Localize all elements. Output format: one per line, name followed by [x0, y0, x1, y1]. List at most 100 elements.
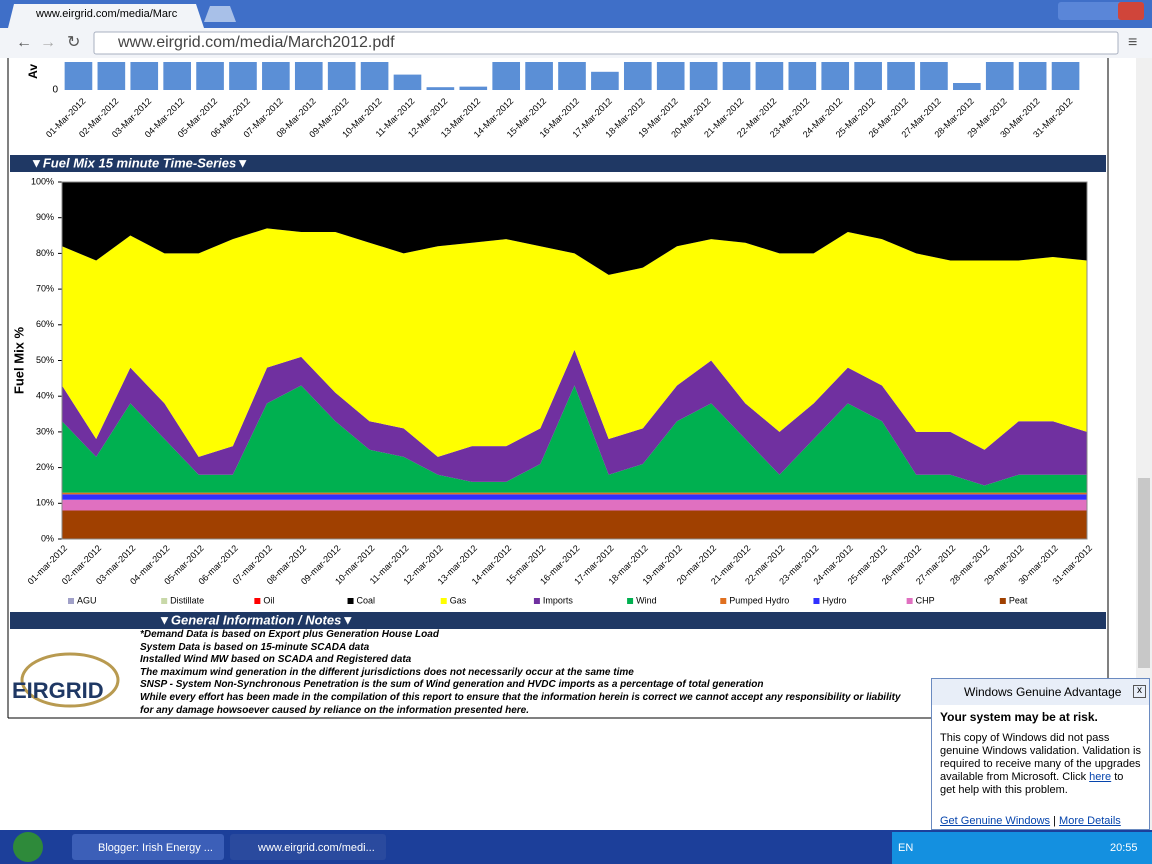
legend-label: Distillate	[170, 595, 204, 605]
menu-button[interactable]: ≡	[1128, 34, 1137, 51]
note-line: SNSP - System Non-Synchronous Penetratio…	[140, 679, 764, 691]
bar	[722, 62, 751, 90]
area	[62, 510, 1087, 539]
area	[62, 385, 1087, 493]
bar	[985, 62, 1014, 90]
note-line: System Data is based on 15-minute SCADA …	[140, 641, 370, 653]
y-axis-label: Fuel Mix %	[11, 326, 26, 394]
legend-label: Peat	[1009, 595, 1028, 605]
legend-swatch	[627, 598, 634, 604]
y-tick-label: 40%	[36, 391, 54, 401]
section-band	[10, 612, 1106, 629]
area	[62, 494, 1087, 500]
legend-label: AGU	[77, 595, 97, 605]
y-tick-label: 70%	[36, 283, 54, 293]
bar	[294, 62, 323, 90]
section-title: ▼General Information / Notes▼	[158, 612, 354, 627]
popup-link[interactable]: Get Genuine Windows	[940, 815, 1051, 827]
bar	[953, 83, 981, 90]
bar	[525, 62, 553, 90]
note-line: Installed Wind MW based on SCADA and Reg…	[140, 654, 412, 666]
task-label: Blogger: Irish Energy ...	[98, 842, 213, 854]
bar	[426, 87, 455, 90]
bar	[558, 62, 586, 90]
legend-swatch	[347, 598, 354, 604]
task-button[interactable]	[72, 834, 224, 860]
section-band	[10, 155, 1106, 172]
y-tick-label: 0%	[41, 533, 54, 543]
tab-title: www.eirgrid.com/media/Marc	[35, 8, 178, 20]
bar	[1051, 62, 1080, 90]
legend-swatch	[68, 598, 74, 604]
area	[62, 492, 1087, 495]
bar	[459, 86, 488, 90]
popup-link[interactable]: here	[1089, 771, 1112, 783]
logo-swirl	[20, 652, 120, 708]
y-tick-label: 0	[52, 85, 58, 96]
plot-frame	[61, 181, 1088, 540]
scrollbar-thumb[interactable]	[1138, 478, 1150, 668]
bar	[64, 62, 93, 90]
start-button[interactable]	[13, 832, 43, 862]
legend-label: Pumped Hydro	[729, 595, 789, 605]
popup-text: to get help with this problem.	[940, 771, 1124, 796]
popup-text: This copy of Windows did not pass genuin…	[940, 732, 1141, 783]
note-line: While every effort has been made in the …	[140, 691, 901, 703]
address-bar[interactable]	[93, 31, 1119, 55]
tab[interactable]	[8, 4, 204, 28]
area	[62, 228, 1087, 457]
bar	[920, 62, 948, 90]
bar	[130, 62, 159, 90]
area	[62, 349, 1087, 486]
popup-header: Windows Genuine Advantage x	[932, 679, 1149, 705]
y-tick-label: 50%	[36, 355, 54, 365]
bar	[1018, 62, 1047, 90]
y-tick-label: 100%	[31, 176, 54, 186]
y-tick-label: 80%	[36, 248, 54, 258]
clock: 20:55	[1110, 842, 1138, 854]
legend-label: Gas	[450, 595, 467, 605]
note-line: *Demand Data is based on Export plus Gen…	[140, 629, 439, 640]
bar	[492, 62, 521, 90]
y-tick-label: 10%	[36, 498, 54, 508]
y-tick-label: 20%	[36, 462, 54, 472]
legend-swatch	[720, 598, 727, 604]
task-button[interactable]	[230, 834, 386, 860]
system-tray	[892, 832, 1152, 864]
bar	[393, 74, 422, 90]
task-label: www.eirgrid.com/medi...	[257, 842, 375, 854]
section-title: ▼Fuel Mix 15 minute Time-Series▼	[30, 155, 249, 170]
legend-label: CHP	[916, 595, 935, 605]
note-line: The maximum wind generation in the diffe…	[140, 666, 634, 678]
bar	[163, 62, 191, 90]
language[interactable]: EN	[898, 842, 913, 854]
legend-label: Imports	[543, 595, 574, 605]
bar	[360, 62, 389, 90]
bar	[821, 62, 850, 90]
back-button[interactable]: ←	[16, 34, 32, 51]
popup-close[interactable]: x	[1133, 685, 1146, 698]
bar	[262, 62, 290, 90]
legend-swatch	[533, 598, 540, 604]
y-tick-label: 60%	[36, 319, 54, 329]
bar	[229, 62, 257, 90]
close-button[interactable]	[1118, 2, 1144, 20]
bar	[623, 62, 652, 90]
popup-title: Windows Genuine Advantage	[964, 685, 1122, 699]
legend-swatch	[906, 598, 913, 604]
bar	[656, 62, 685, 90]
bar	[788, 62, 817, 90]
legend-label: Coal	[357, 595, 376, 605]
forward-button[interactable]: →	[40, 34, 56, 51]
notes: *Demand Data is based on Export plus Gen…	[140, 629, 901, 717]
bar	[327, 62, 356, 90]
legend-label: Oil	[263, 595, 274, 605]
legend-swatch	[813, 598, 820, 604]
popup-link[interactable]: More Details	[1059, 815, 1121, 827]
wga-popup: Windows Genuine Advantage x Your system m…	[931, 678, 1150, 830]
bar	[689, 62, 718, 90]
reload-button[interactable]: ↻	[67, 34, 80, 51]
new-tab[interactable]	[204, 6, 236, 22]
